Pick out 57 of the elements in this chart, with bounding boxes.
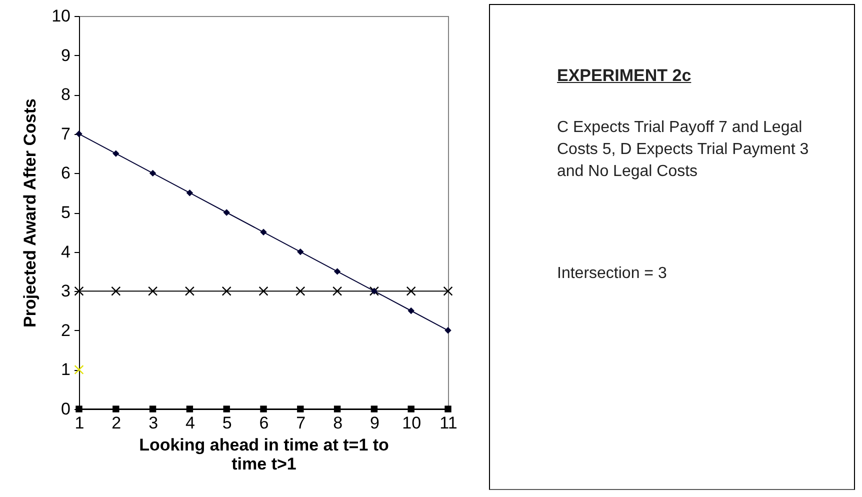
point bbox=[260, 228, 267, 236]
x-tick-label: 4 bbox=[185, 414, 195, 432]
point bbox=[370, 406, 378, 412]
point bbox=[223, 406, 230, 412]
x-axis-title: Looking ahead in time at t=1 to time t>1 bbox=[139, 436, 389, 474]
y-tick-label: 2 bbox=[61, 320, 70, 340]
text: Intersection = 3 bbox=[557, 265, 667, 283]
point bbox=[297, 406, 304, 412]
y-tick-label: 9 bbox=[61, 46, 70, 65]
x-tick-label: 3 bbox=[148, 414, 158, 432]
x-tick-label: 11 bbox=[440, 414, 458, 432]
point bbox=[332, 286, 342, 296]
point bbox=[186, 189, 194, 196]
y-tick-label: 8 bbox=[61, 85, 70, 104]
point bbox=[444, 327, 452, 334]
point bbox=[406, 286, 416, 296]
x-tick-label: 9 bbox=[370, 414, 380, 432]
x-tick-label: 5 bbox=[222, 414, 232, 432]
point bbox=[334, 406, 341, 412]
point bbox=[260, 406, 267, 412]
point bbox=[149, 170, 156, 177]
text: EXPERIMENT 2c bbox=[557, 66, 692, 86]
x-tick-label: 1 bbox=[74, 414, 84, 432]
y-tick-label: 3 bbox=[61, 282, 70, 301]
point bbox=[74, 364, 84, 374]
point bbox=[186, 406, 194, 412]
point bbox=[148, 286, 158, 296]
point bbox=[184, 286, 194, 296]
y-tick-label: 7 bbox=[61, 124, 70, 144]
x-tick-label: 2 bbox=[112, 414, 122, 432]
point bbox=[297, 248, 304, 256]
y-tick-label: 1 bbox=[61, 360, 70, 380]
point bbox=[223, 209, 230, 216]
point bbox=[76, 130, 82, 138]
point bbox=[444, 406, 452, 412]
x-tick-label: 7 bbox=[296, 414, 306, 432]
point bbox=[111, 286, 121, 296]
y-axis-title: Projected Award After Costs bbox=[20, 98, 40, 328]
point bbox=[112, 406, 120, 412]
point bbox=[112, 150, 120, 157]
point bbox=[296, 286, 306, 296]
point bbox=[258, 286, 268, 296]
y-tick-label: 6 bbox=[61, 164, 70, 183]
point bbox=[443, 286, 453, 296]
x-tick-label: 10 bbox=[402, 414, 422, 432]
x-tick-label: 6 bbox=[259, 414, 269, 432]
point bbox=[408, 307, 414, 314]
y-tick-label: 4 bbox=[61, 242, 70, 262]
y-tick-label: 0 bbox=[61, 400, 70, 418]
point bbox=[222, 286, 232, 296]
point bbox=[408, 406, 414, 412]
point bbox=[334, 268, 341, 275]
y-tick-label: 5 bbox=[61, 203, 70, 222]
y-tick-label: 10 bbox=[52, 6, 70, 26]
text: C Expects Trial Payoff 7 and Legal Costs 5, D Expects Trial Payment 3 and No Legal Costs bbox=[557, 118, 810, 182]
point bbox=[149, 406, 156, 412]
x-tick-label: 8 bbox=[333, 414, 343, 432]
